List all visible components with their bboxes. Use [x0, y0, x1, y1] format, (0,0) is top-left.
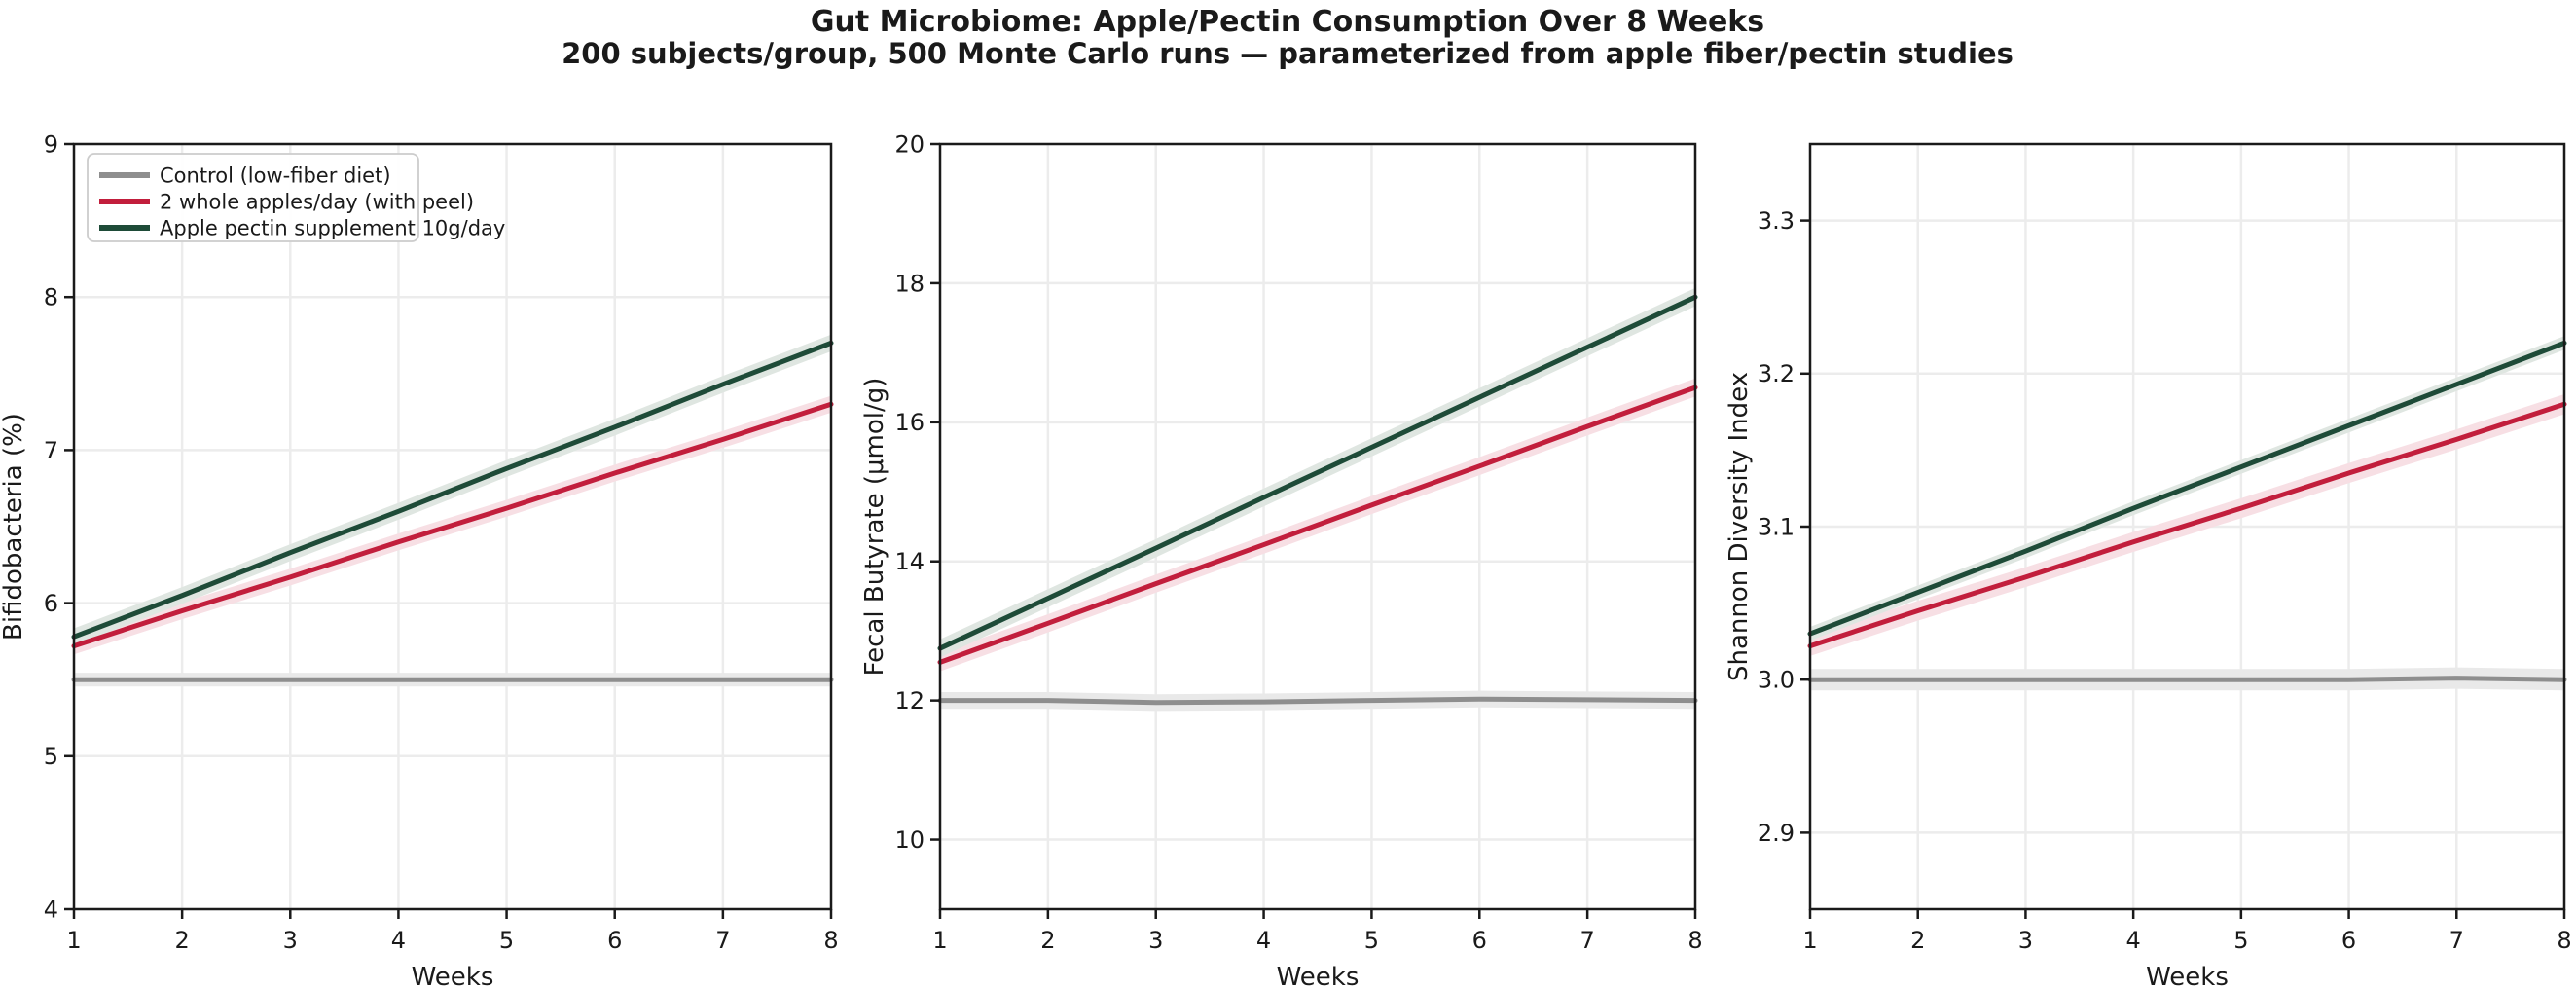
x-tick-label: 5 — [2233, 927, 2248, 954]
x-axis-label: Weeks — [1277, 963, 1360, 989]
chart-subtitle: 200 subjects/group, 500 Monte Carlo runs… — [562, 37, 2014, 70]
y-tick-label: 3.1 — [1758, 513, 1795, 540]
y-tick-label: 3.2 — [1758, 360, 1795, 387]
x-tick-label: 3 — [283, 927, 298, 954]
x-tick-label: 1 — [66, 927, 81, 954]
y-tick-label: 16 — [894, 409, 925, 436]
x-tick-label: 6 — [1472, 927, 1487, 954]
y-axis-label: Fecal Butyrate (μmol/g) — [860, 378, 889, 677]
x-tick-label: 2 — [175, 927, 190, 954]
x-tick-label: 6 — [2341, 927, 2356, 954]
chart-title: Gut Microbiome: Apple/Pectin Consumption… — [811, 5, 1764, 39]
axes-spines — [938, 142, 1697, 911]
x-tick-label: 5 — [499, 927, 514, 954]
series-line-apples — [71, 401, 834, 649]
legend-label-pectin: Apple pectin supplement 10g/day — [160, 216, 505, 239]
x-tick-label: 1 — [1802, 927, 1817, 954]
x-tick-label: 8 — [823, 927, 838, 954]
x-tick-label: 3 — [1148, 927, 1163, 954]
x-tick-label: 8 — [2557, 927, 2571, 954]
panel-bifidobacteria: 1 2 3 4 5 6 7 8 4 5 6 7 8 9 Weeks Bifidobacteria (%) Con… — [0, 130, 839, 989]
x-tick-label: 8 — [1687, 927, 1702, 954]
y-axis-label: Shannon Diversity Index — [1724, 372, 1754, 681]
x-tick-label: 2 — [1910, 927, 1925, 954]
legend-label-control: Control (low-fiber diet) — [160, 164, 391, 187]
x-tick-label: 3 — [2018, 927, 2033, 954]
x-tick-label: 4 — [1256, 927, 1271, 954]
x-tick-label: 4 — [2126, 927, 2141, 954]
series-line-pectin — [937, 294, 1698, 651]
x-tick-label: 7 — [2449, 927, 2464, 954]
y-axis-label: Bifidobacteria (%) — [0, 413, 28, 641]
series-line-apples — [1807, 401, 2567, 649]
y-tick-label: 4 — [44, 896, 58, 923]
y-tick-label: 6 — [44, 590, 58, 617]
y-tick-label: 18 — [894, 270, 925, 297]
series-line-pectin — [71, 340, 834, 640]
x-tick-label: 6 — [607, 927, 622, 954]
legend-box — [87, 153, 419, 242]
panel-shannon-diversity: 1 2 3 4 5 6 7 8 2.9 3.0 3.1 3.2 3.3 Weeks Shannon Dive… — [1724, 142, 2572, 989]
x-tick-label: 7 — [1580, 927, 1595, 954]
y-tick-label: 7 — [44, 437, 58, 464]
y-tick-label: 3.3 — [1758, 207, 1795, 235]
legend-label-apples: 2 whole apples/day (with peel) — [160, 190, 474, 213]
series-line-apples — [937, 385, 1698, 665]
y-tick-label: 20 — [894, 130, 925, 158]
y-tick-label: 3.0 — [1758, 667, 1795, 694]
series-line-control — [1807, 676, 2567, 682]
y-tick-label: 8 — [44, 284, 58, 311]
y-tick-label: 2.9 — [1758, 820, 1795, 847]
x-tick-label: 7 — [715, 927, 730, 954]
y-tick-label: 10 — [894, 826, 925, 854]
x-tick-label: 1 — [932, 927, 947, 954]
y-tick-label: 9 — [44, 130, 58, 158]
axes-spines — [72, 142, 833, 911]
y-tick-label: 5 — [44, 743, 58, 770]
series-line-pectin — [1807, 340, 2567, 637]
x-axis-label: Weeks — [2146, 963, 2229, 989]
x-tick-label: 5 — [1364, 927, 1379, 954]
legend: Control (low-fiber diet) 2 whole apples/d… — [87, 153, 505, 242]
x-tick-label: 4 — [391, 927, 406, 954]
series-line-control — [937, 696, 1698, 706]
y-tick-label: 14 — [894, 548, 925, 575]
y-tick-label: 12 — [894, 687, 925, 714]
x-axis-label: Weeks — [412, 963, 494, 989]
x-tick-label: 2 — [1040, 927, 1055, 954]
